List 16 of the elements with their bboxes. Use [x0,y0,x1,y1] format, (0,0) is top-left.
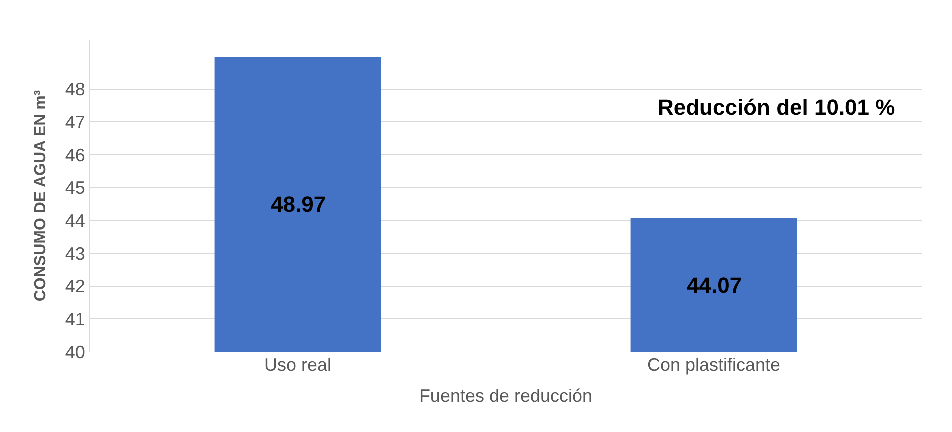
y-tick-label: 43 [65,244,86,264]
annotation: Reducción del 10.01 % [658,95,896,120]
y-tick-label: 46 [65,145,86,166]
y-axis-title: CONSUMO DE AGUA EN m³ [32,90,50,302]
y-tick-label: 41 [65,309,86,330]
data-label: 44.07 [687,273,742,298]
x-tick-label: Uso real [264,355,332,375]
data-label: 48.97 [271,192,326,217]
x-axis-title: Fuentes de reducción [419,386,593,406]
y-tick-label: 42 [65,276,86,297]
y-tick-label: 48 [65,80,86,100]
y-tick-label: 44 [65,210,86,231]
y-tick-label: 47 [65,112,86,132]
x-tick-label: Con plastificante [647,355,781,375]
y-tick-label: 45 [65,178,86,198]
y-tick-label: 40 [65,342,86,362]
